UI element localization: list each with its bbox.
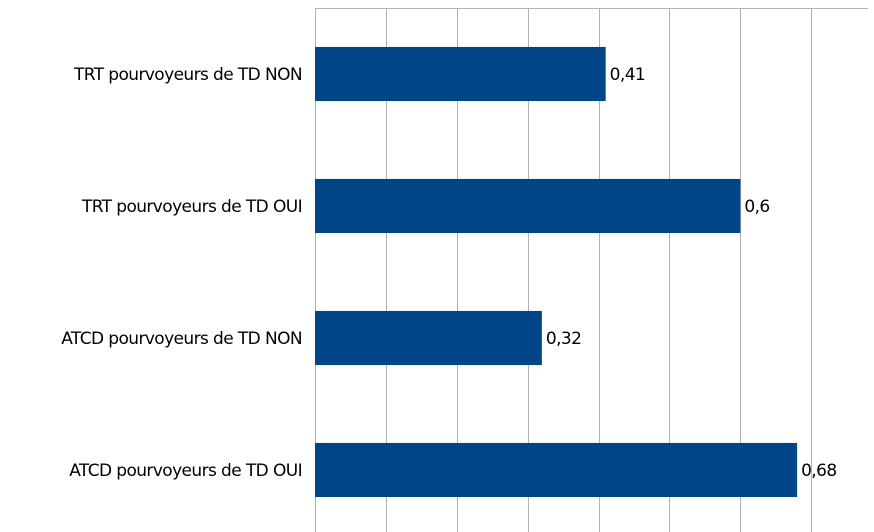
data-label: 0,68 — [801, 461, 836, 481]
y-tick-label: TRT pourvoyeurs de TD NON — [73, 65, 302, 85]
y-tick-label: ATCD pourvoyeurs de TD OUI — [69, 461, 302, 481]
data-label: 0,32 — [546, 329, 581, 349]
y-tick-label: ATCD pourvoyeurs de TD NON — [61, 329, 302, 349]
data-label: 0,6 — [744, 197, 769, 217]
bar — [315, 46, 606, 102]
bar — [315, 178, 741, 234]
y-tick-label: TRT pourvoyeurs de TD OUI — [81, 197, 302, 217]
bar — [315, 310, 542, 366]
data-label: 0,41 — [610, 65, 645, 85]
bar — [315, 442, 798, 498]
